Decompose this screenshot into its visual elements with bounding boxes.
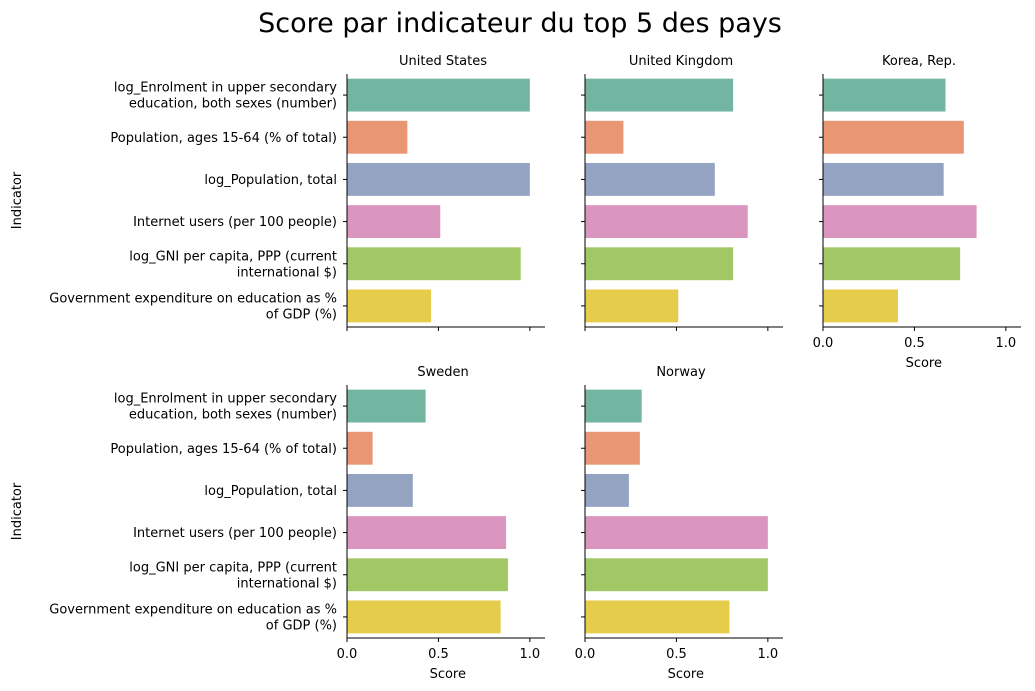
bar xyxy=(347,78,530,112)
bar xyxy=(585,600,730,634)
panel-title: United Kingdom xyxy=(629,54,733,69)
y-tick-label-line: log_Enrolment in upper secondary xyxy=(114,392,337,407)
bar xyxy=(585,247,734,281)
bar xyxy=(347,600,501,634)
y-tick-label: Internet users (per 100 people) xyxy=(133,526,337,541)
x-tick-label: 1.0 xyxy=(520,647,541,662)
panel-title: Sweden xyxy=(417,365,468,380)
bar xyxy=(347,162,530,196)
bar xyxy=(347,389,426,423)
panel-title: Korea, Rep. xyxy=(882,54,956,69)
bar xyxy=(347,473,413,507)
y-axis-label: Indicator xyxy=(10,482,25,540)
y-tick-label: log_Enrolment in upper secondary educatio… xyxy=(114,392,337,423)
bar xyxy=(823,205,977,239)
bar xyxy=(585,389,642,423)
y-tick-label-line: international $) xyxy=(237,576,337,591)
panel-2: United Kingdom xyxy=(581,54,783,331)
y-tick-label: log_Population, total xyxy=(204,484,337,499)
panel-1: United States log_Enrolment in upper seco… xyxy=(10,54,545,331)
bar xyxy=(347,431,373,465)
y-tick-label: log_GNI per capita, PPP (current internat… xyxy=(129,560,337,591)
y-tick-label: Internet users (per 100 people) xyxy=(133,215,337,230)
y-tick-label: Population, ages 15-64 (% of total) xyxy=(110,131,337,146)
bar xyxy=(347,120,408,154)
y-tick-label-line: of GDP (%) xyxy=(266,307,337,322)
bar xyxy=(585,516,768,550)
y-tick-label-line: Government expenditure on education as % xyxy=(49,602,337,617)
bar xyxy=(347,516,507,550)
bar xyxy=(585,473,629,507)
x-axis-label: Score xyxy=(668,667,704,682)
x-tick-label: 1.0 xyxy=(996,336,1017,351)
x-axis-label: Score xyxy=(430,667,466,682)
y-tick-label-line: Government expenditure on education as % xyxy=(49,291,337,306)
bar xyxy=(347,247,521,281)
panel-4: Sweden log_Enrolment in upper secondary ed… xyxy=(10,365,545,682)
bar xyxy=(823,247,961,281)
panel-title: United States xyxy=(399,54,487,69)
y-tick-label-line: Internet users (per 100 people) xyxy=(133,526,337,541)
y-tick-label-line: of GDP (%) xyxy=(266,618,337,633)
bar xyxy=(585,78,734,112)
bar xyxy=(585,558,768,592)
y-tick-label-line: Internet users (per 100 people) xyxy=(133,215,337,230)
x-tick-label: 0.5 xyxy=(428,647,449,662)
y-tick-label-line: log_Enrolment in upper secondary xyxy=(114,81,337,96)
x-tick-label: 0.0 xyxy=(337,647,358,662)
y-tick-label-line: log_Population, total xyxy=(204,484,337,499)
x-tick-label: 0.0 xyxy=(813,336,834,351)
y-tick-label-line: log_Population, total xyxy=(204,173,337,188)
bar xyxy=(585,431,640,465)
bar xyxy=(823,78,946,112)
x-tick-label: 0.0 xyxy=(575,647,596,662)
y-tick-label-line: education, both sexes (number) xyxy=(129,97,337,112)
bar xyxy=(585,162,715,196)
bar xyxy=(585,205,748,239)
chart-title: Score par indicateur du top 5 des pays xyxy=(258,8,782,39)
panel-title: Norway xyxy=(656,365,706,380)
y-tick-label-line: education, both sexes (number) xyxy=(129,408,337,423)
bar xyxy=(347,558,508,592)
y-tick-label: Population, ages 15-64 (% of total) xyxy=(110,442,337,457)
x-tick-label: 1.0 xyxy=(758,647,779,662)
y-tick-label-line: Population, ages 15-64 (% of total) xyxy=(110,442,337,457)
y-tick-label: log_Enrolment in upper secondary educatio… xyxy=(114,81,337,112)
bar xyxy=(585,120,624,154)
y-tick-label-line: international $) xyxy=(237,265,337,280)
bar xyxy=(347,205,441,239)
y-axis-label: Indicator xyxy=(10,171,25,229)
x-tick-label: 0.5 xyxy=(904,336,925,351)
bar xyxy=(347,289,432,323)
panel-3: Korea, Rep. 0.0 0.5 1.0 Score xyxy=(813,54,1021,371)
bar xyxy=(823,289,898,323)
y-tick-label: Government expenditure on education as %… xyxy=(49,291,337,322)
y-tick-label: Government expenditure on education as %… xyxy=(49,602,337,633)
bar xyxy=(585,289,679,323)
x-axis-label: Score xyxy=(906,356,942,371)
y-tick-label-line: log_GNI per capita, PPP (current xyxy=(129,249,337,264)
bar xyxy=(823,162,944,196)
y-tick-label-line: log_GNI per capita, PPP (current xyxy=(129,560,337,575)
panel-5: Norway 0.0 0.5 1.0 Score xyxy=(575,365,783,682)
bar xyxy=(823,120,964,154)
y-tick-label: log_Population, total xyxy=(204,173,337,188)
y-tick-label: log_GNI per capita, PPP (current internat… xyxy=(129,249,337,280)
x-tick-label: 0.5 xyxy=(666,647,687,662)
y-tick-label-line: Population, ages 15-64 (% of total) xyxy=(110,131,337,146)
